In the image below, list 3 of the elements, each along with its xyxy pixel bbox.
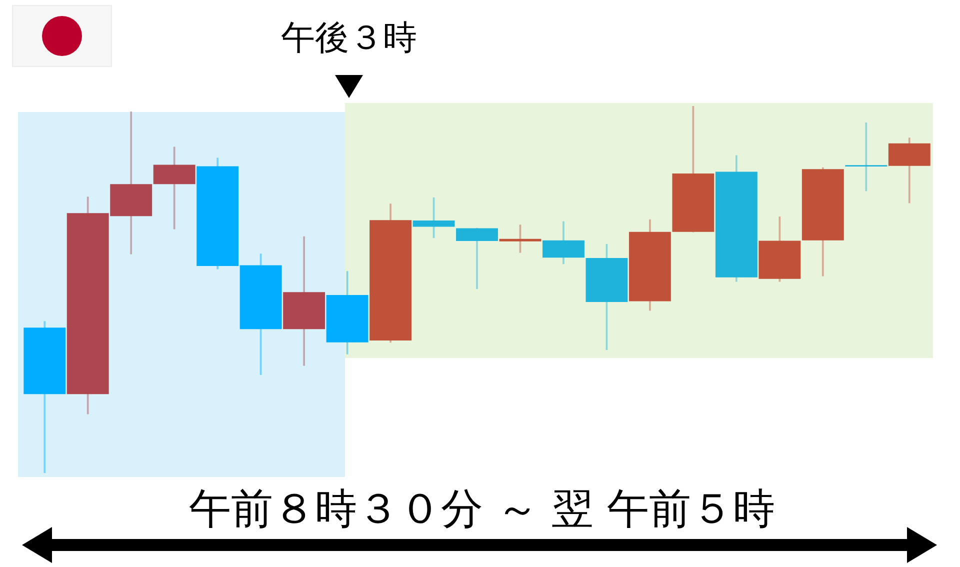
- candlestick: [845, 122, 888, 192]
- text: 午後３時: [281, 18, 417, 58]
- text: 午前８時３０分 ～ 翌 午前５時: [188, 484, 776, 533]
